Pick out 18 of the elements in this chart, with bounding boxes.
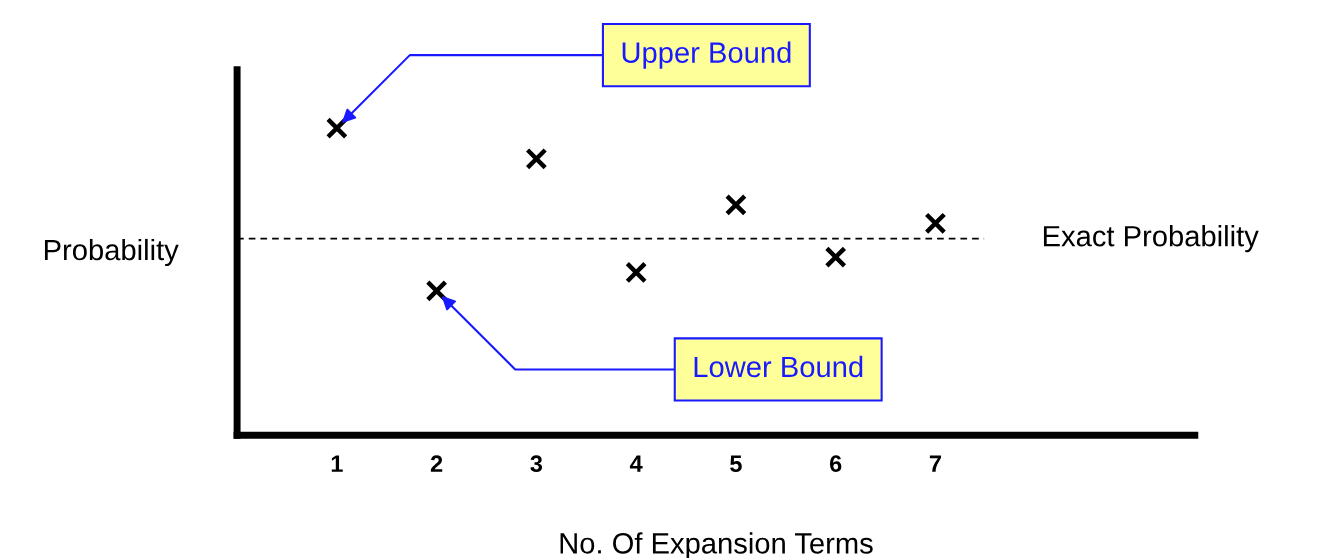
x-tick-label: 5 <box>730 455 742 473</box>
text: Upper Bound <box>622 41 791 69</box>
x-tick-label: 6 <box>829 455 842 473</box>
x-tick-label: 7 <box>929 455 941 472</box>
x-tick-label: 4 <box>629 455 643 472</box>
point <box>824 246 847 269</box>
point <box>325 117 348 140</box>
y-axis-title: Probability <box>44 238 179 267</box>
point <box>625 261 648 284</box>
ref-line-label: Exact Probability <box>1043 225 1259 253</box>
x-tick-label: 3 <box>530 455 543 473</box>
point <box>924 212 947 235</box>
x-tick-label: 2 <box>430 455 443 472</box>
point <box>425 279 448 302</box>
x-tick-label: 1 <box>331 455 343 472</box>
point <box>525 147 548 170</box>
annotation: Lower Bound <box>694 355 863 378</box>
point <box>724 193 747 216</box>
